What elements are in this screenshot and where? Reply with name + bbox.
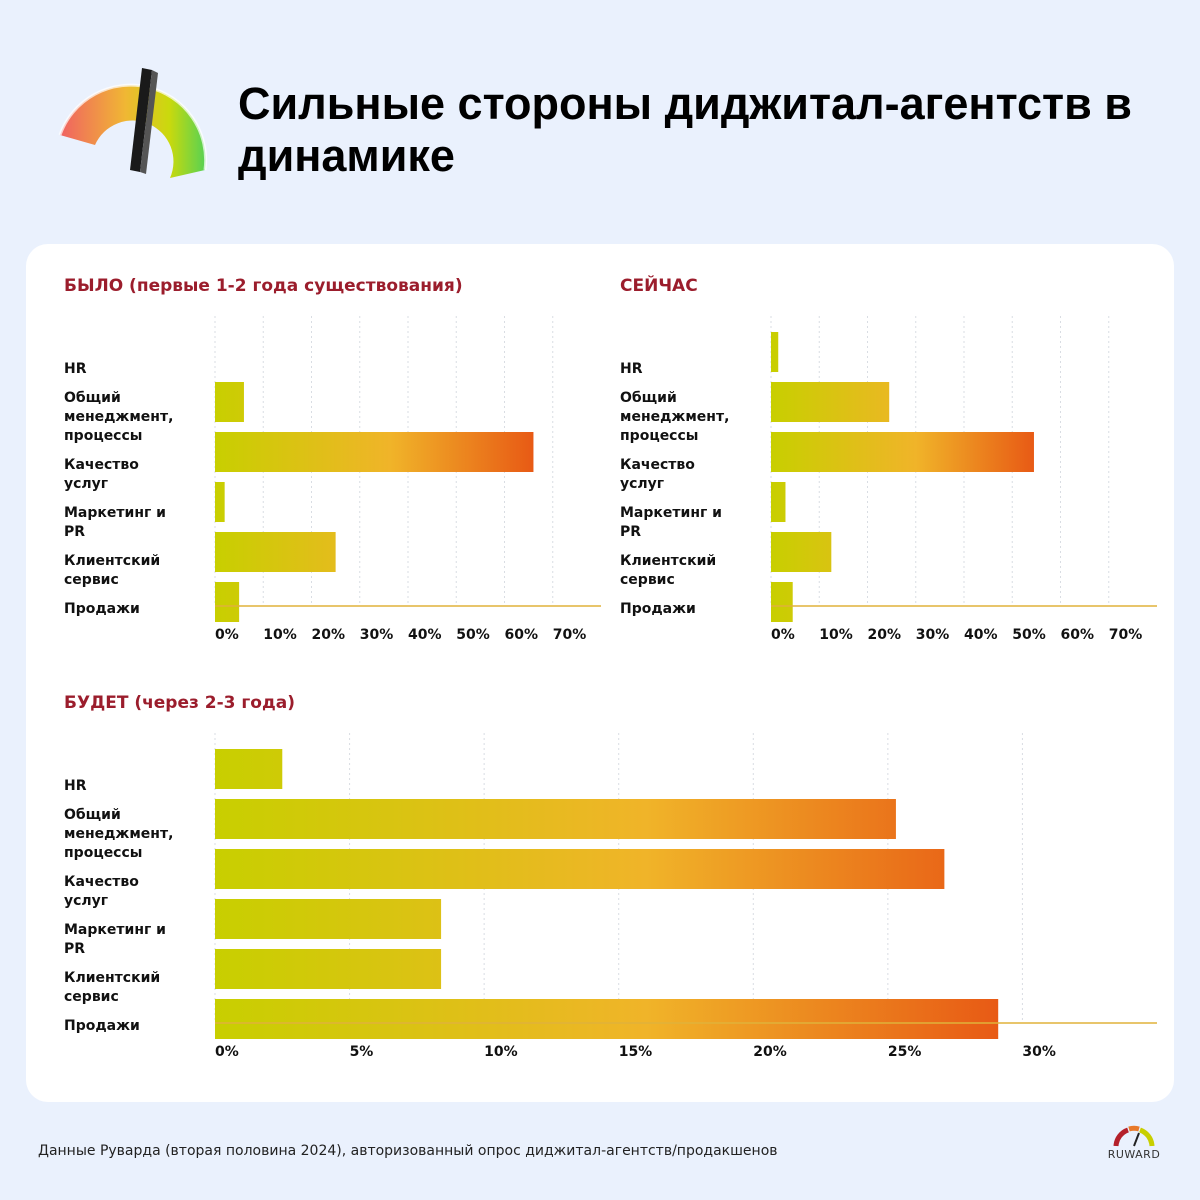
bar-client-service xyxy=(771,532,832,572)
x-tick-label: 25% xyxy=(888,1044,922,1060)
chart-plot-future: 0% 5% 10% 15% 20% 25% 30% xyxy=(214,733,1157,1060)
chart-future: БУДЕТ (через 2-3 года) HR Общий менеджме… xyxy=(64,693,1157,1073)
chart-title-before: БЫЛО (первые 1-2 года существования) xyxy=(64,276,463,296)
bar-sales xyxy=(215,999,999,1039)
category-label-client-service: Клиентский сервис xyxy=(64,970,161,1005)
brand-gauge-icon xyxy=(1113,1125,1155,1147)
category-label-management: Общий менеджмент, процессы xyxy=(64,390,174,444)
bar-management xyxy=(215,799,896,839)
bar-marketing xyxy=(215,482,225,522)
category-label-quality: Качество услуг xyxy=(64,874,139,909)
brand-name: RUWARD xyxy=(1107,1148,1161,1161)
x-tick-label: 60% xyxy=(505,627,539,643)
bar-quality xyxy=(771,432,1034,472)
bar-marketing xyxy=(215,899,442,939)
x-tick-label: 20% xyxy=(753,1044,787,1060)
category-label-marketing: Маркетинг и PR xyxy=(64,922,166,957)
chart-title-future: БУДЕТ (через 2-3 года) xyxy=(64,693,295,713)
x-tick-label: 50% xyxy=(1012,627,1046,643)
brand-logo: RUWARD xyxy=(1106,1124,1162,1164)
chart-plot-before: 0% 10% 20% 30% 40% 50% 60% 70% xyxy=(214,316,601,643)
x-tick-label: 15% xyxy=(619,1044,653,1060)
x-tick-label: 20% xyxy=(868,627,902,643)
header: Сильные стороны диджитал-агентств в дина… xyxy=(0,0,1200,230)
chart-before: БЫЛО (первые 1-2 года существования) HR … xyxy=(64,276,601,656)
category-label-hr: HR xyxy=(64,361,87,377)
x-tick-label: 70% xyxy=(1109,627,1143,643)
bar-marketing xyxy=(771,482,786,522)
x-tick-label: 20% xyxy=(312,627,346,643)
category-label-quality: Качество услуг xyxy=(64,457,139,492)
x-tick-label: 30% xyxy=(1022,1044,1056,1060)
x-tick-label: 70% xyxy=(553,627,587,643)
x-tick-label: 30% xyxy=(916,627,950,643)
chart-plot-now: 0% 10% 20% 30% 40% 50% 60% 70% xyxy=(770,316,1157,643)
source-note: Данные Руварда (вторая половина 2024), а… xyxy=(38,1143,778,1159)
chart-now: СЕЙЧАС HR Общий менеджмент, процессы Кач… xyxy=(620,276,1157,656)
chart-title-now: СЕЙЧАС xyxy=(620,276,698,296)
x-tick-label: 0% xyxy=(215,1044,239,1060)
x-tick-label: 50% xyxy=(456,627,490,643)
bar-hr xyxy=(215,749,283,789)
bar-quality xyxy=(215,849,945,889)
category-label-client-service: Клиентский сервис xyxy=(64,553,161,588)
category-label-hr: HR xyxy=(64,778,87,794)
x-tick-label: 60% xyxy=(1061,627,1095,643)
charts-card: БЫЛО (первые 1-2 года существования) HR … xyxy=(26,244,1174,1102)
x-tick-label: 5% xyxy=(350,1044,374,1060)
bar-hr xyxy=(771,332,779,372)
x-tick-label: 40% xyxy=(408,627,442,643)
x-tick-label: 10% xyxy=(819,627,853,643)
bar-client-service xyxy=(215,532,336,572)
category-label-sales: Продажи xyxy=(620,601,696,617)
bar-sales xyxy=(771,582,793,622)
page-title: Сильные стороны диджитал-агентств в дина… xyxy=(238,78,1132,181)
x-tick-label: 10% xyxy=(263,627,297,643)
bar-quality xyxy=(215,432,534,472)
bar-client-service xyxy=(215,949,442,989)
category-label-marketing: Маркетинг и PR xyxy=(64,505,166,540)
category-label-management: Общий менеджмент, процессы xyxy=(64,807,174,861)
x-tick-label: 0% xyxy=(215,627,239,643)
bar-management xyxy=(215,382,244,422)
bar-sales xyxy=(215,582,240,622)
x-tick-label: 0% xyxy=(771,627,795,643)
category-label-hr: HR xyxy=(620,361,643,377)
x-tick-label: 30% xyxy=(360,627,394,643)
category-label-marketing: Маркетинг и PR xyxy=(620,505,722,540)
bar-management xyxy=(771,382,890,422)
x-tick-label: 10% xyxy=(484,1044,518,1060)
gauge-icon xyxy=(58,68,208,178)
category-label-sales: Продажи xyxy=(64,1018,140,1034)
category-label-sales: Продажи xyxy=(64,601,140,617)
category-label-client-service: Клиентский сервис xyxy=(620,553,717,588)
category-label-management: Общий менеджмент, процессы xyxy=(620,390,730,444)
x-tick-label: 40% xyxy=(964,627,998,643)
category-label-quality: Качество услуг xyxy=(620,457,695,492)
